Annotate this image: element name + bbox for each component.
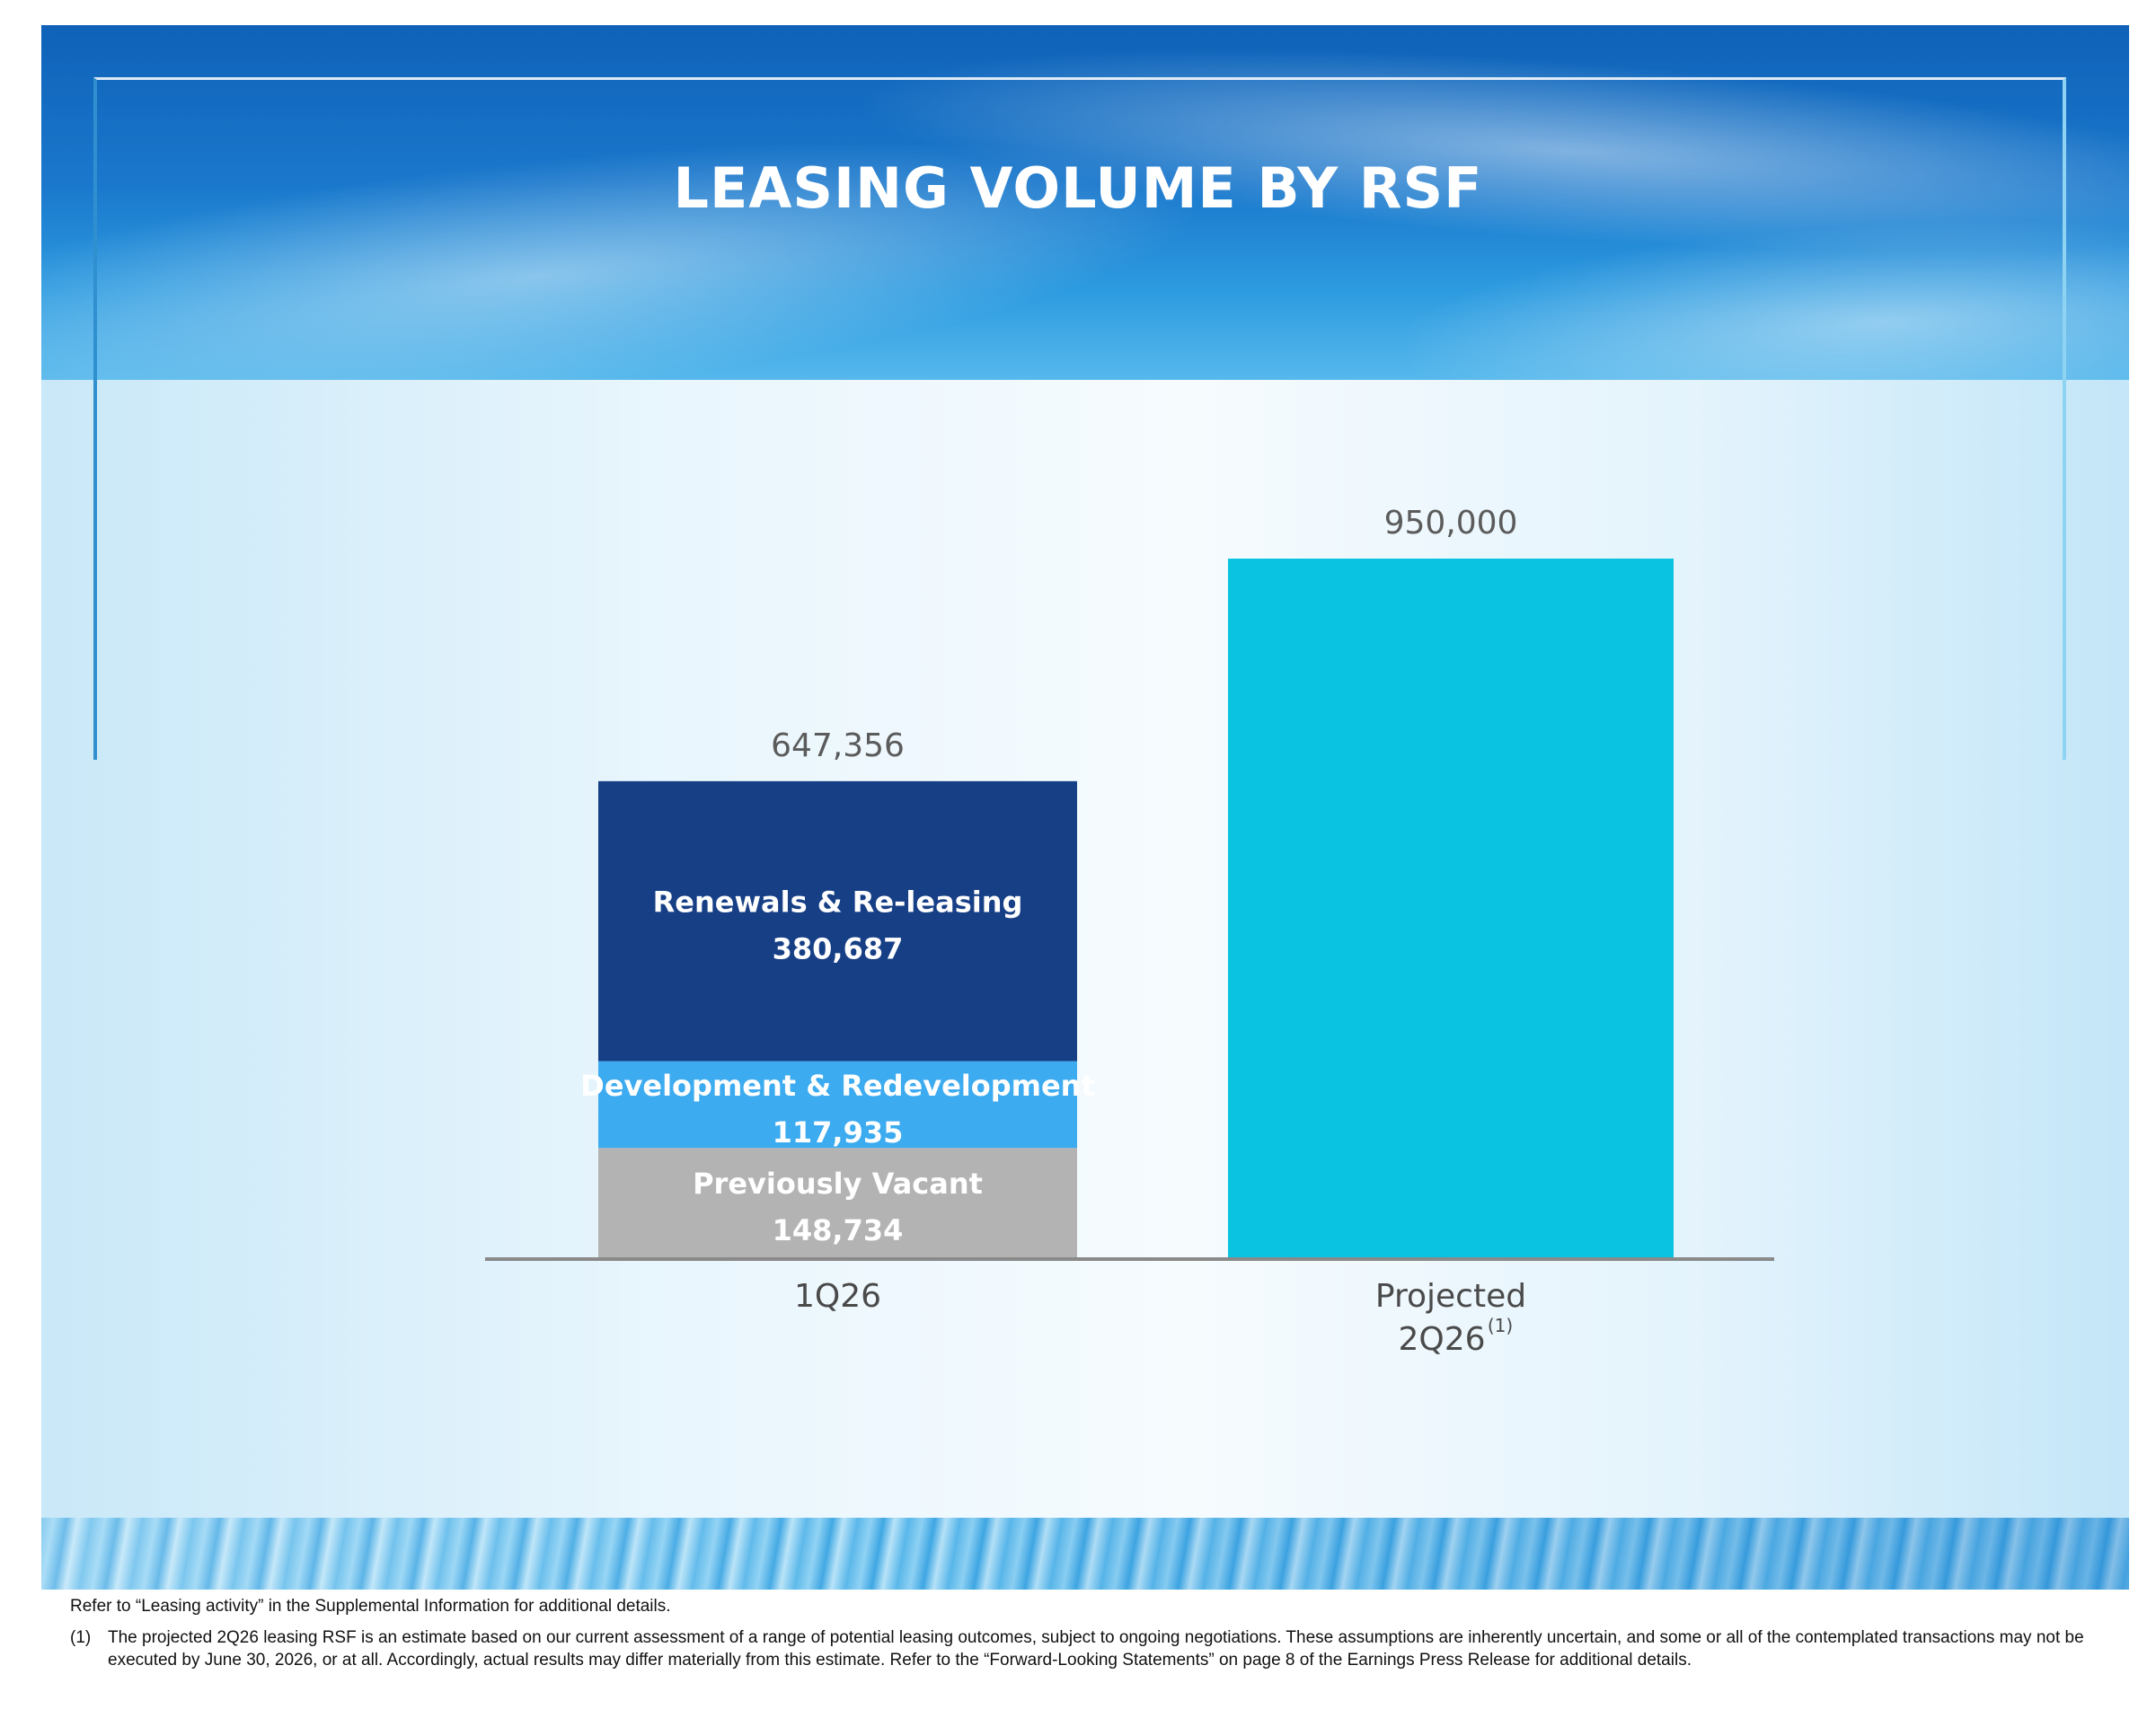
header-band: [41, 25, 2129, 380]
bar-segment-development-redevelopment: [598, 1061, 1077, 1149]
bottom-decorative-band: [41, 1518, 2129, 1590]
segment-value-label: 380,687: [773, 932, 904, 966]
title-frame: [93, 77, 2066, 760]
footnote-marker: (1): [1488, 1315, 1513, 1336]
footnote-1-text: The projected 2Q26 leasing RSF is an est…: [108, 1628, 2084, 1670]
bar-segment-renewals-re-leasing: [598, 780, 1077, 1062]
bar-segment-previously-vacant: [598, 1148, 1077, 1257]
segment-name-label: Previously Vacant: [693, 1167, 983, 1201]
slide-background: [41, 25, 2129, 1590]
chart-title: LEASING VOLUME BY RSF: [673, 155, 1483, 221]
segment-name-label: Development & Redevelopment: [580, 1069, 1095, 1103]
category-label: Projected: [1375, 1278, 1526, 1315]
bar-segment-projected: [1228, 559, 1674, 1257]
category-label: 1Q26: [794, 1278, 881, 1315]
footnotes: Refer to “Leasing activity” in the Suppl…: [70, 1595, 2091, 1671]
footnote-reference: Refer to “Leasing activity” in the Suppl…: [70, 1597, 671, 1616]
segment-name-label: Renewals & Re-leasing: [653, 886, 1023, 920]
category-label: 2Q26: [1398, 1321, 1485, 1358]
bar-total-label: 647,356: [771, 727, 905, 764]
footnote-1: (1) The projected 2Q26 leasing RSF is an…: [70, 1626, 2091, 1671]
footnote-1-marker: (1): [70, 1628, 92, 1647]
segment-value-label: 117,935: [773, 1115, 904, 1150]
bar-total-label: 950,000: [1384, 505, 1518, 542]
segment-value-label: 148,734: [773, 1213, 904, 1247]
